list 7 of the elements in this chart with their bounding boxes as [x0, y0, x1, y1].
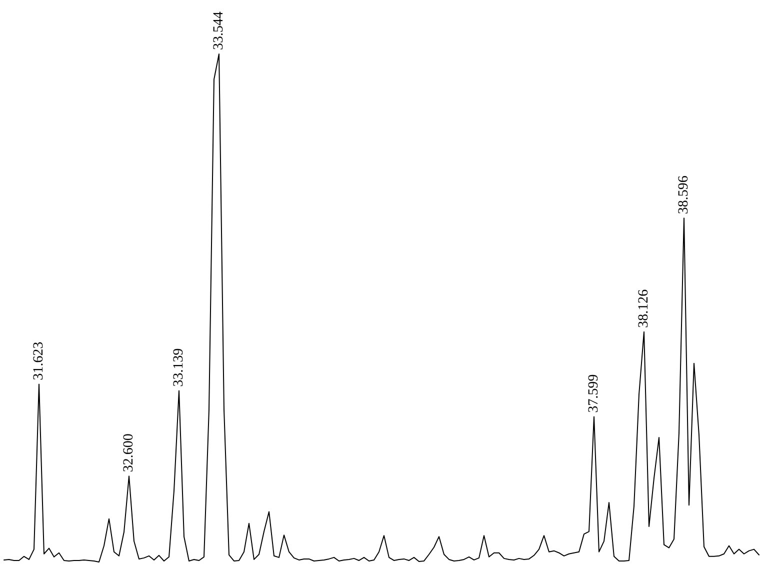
annotation: 38.126	[636, 289, 652, 328]
annotation: 38.596	[676, 176, 692, 214]
annotation: 33.544	[212, 12, 226, 50]
annotation: 32.600	[122, 434, 136, 472]
annotation: 37.599	[586, 374, 602, 413]
annotation: 33.139	[172, 348, 186, 387]
annotation: 31.623	[32, 342, 46, 380]
